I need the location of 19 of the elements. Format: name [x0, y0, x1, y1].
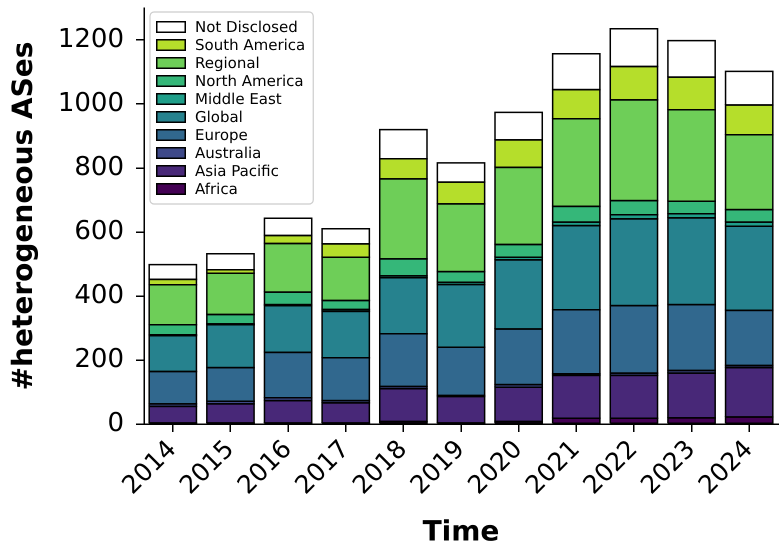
- legend-label: Asia Pacific: [195, 162, 279, 180]
- legend-label: Middle East: [195, 90, 282, 108]
- y-tick-label: 600: [74, 216, 124, 246]
- y-axis-title: #heterogeneous ASes: [6, 42, 40, 390]
- y-tick-label: 800: [74, 152, 124, 182]
- legend-label: Australia: [195, 144, 262, 162]
- legend-label: Africa: [195, 180, 238, 198]
- y-tick-label: 1000: [58, 88, 124, 118]
- legend-label: Regional: [195, 54, 260, 72]
- y-tick-label: 1200: [58, 24, 124, 54]
- x-axis-title: Time: [422, 514, 500, 548]
- legend-label: South America: [195, 36, 306, 54]
- legend-label: Global: [195, 108, 243, 126]
- legend-label: Europe: [195, 126, 248, 144]
- legend-label: North America: [195, 72, 304, 90]
- legend-label: Not Disclosed: [195, 18, 298, 36]
- y-tick-label: 200: [74, 344, 124, 374]
- y-tick-label: 0: [107, 408, 124, 438]
- y-tick-label: 400: [74, 280, 124, 310]
